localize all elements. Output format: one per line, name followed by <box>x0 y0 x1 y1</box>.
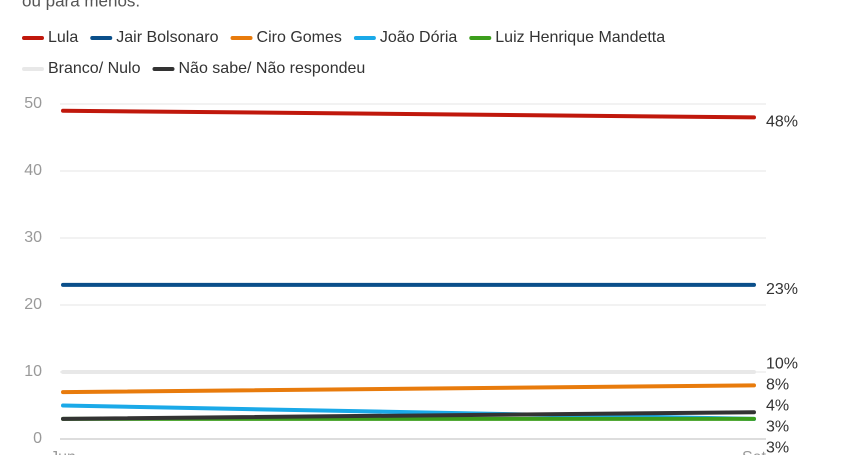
chart-subtitle: ou para menos. <box>22 0 140 10</box>
data-label: 8% <box>766 377 789 394</box>
y-tick-label: 40 <box>24 162 42 179</box>
legend-label: Branco/ Nulo <box>48 60 141 77</box>
series-line <box>61 383 756 395</box>
y-tick-label: 20 <box>24 296 42 313</box>
data-label: 4% <box>766 398 789 415</box>
data-label: 3% <box>766 440 789 455</box>
legend-label: João Dória <box>380 29 457 46</box>
series-line <box>61 403 756 421</box>
y-tick-label: 30 <box>24 229 42 246</box>
legend-label: Jair Bolsonaro <box>116 29 218 46</box>
series-line <box>61 108 756 120</box>
y-tick-label: 10 <box>24 363 42 380</box>
data-label: 23% <box>766 281 798 298</box>
data-label: 48% <box>766 114 798 131</box>
legend-label: Lula <box>48 29 78 46</box>
y-tick-label: 0 <box>33 430 42 447</box>
legend-label: Luiz Henrique Mandetta <box>495 29 665 46</box>
data-label: 3% <box>766 419 789 436</box>
data-label: 10% <box>766 356 798 373</box>
legend-label: Não sabe/ Não respondeu <box>179 60 366 77</box>
series-line <box>61 410 756 421</box>
x-tick-label: Set <box>742 449 767 455</box>
y-tick-label: 50 <box>24 95 42 112</box>
legend-label: Ciro Gomes <box>257 29 342 46</box>
x-tick-label: Jun <box>50 449 76 455</box>
